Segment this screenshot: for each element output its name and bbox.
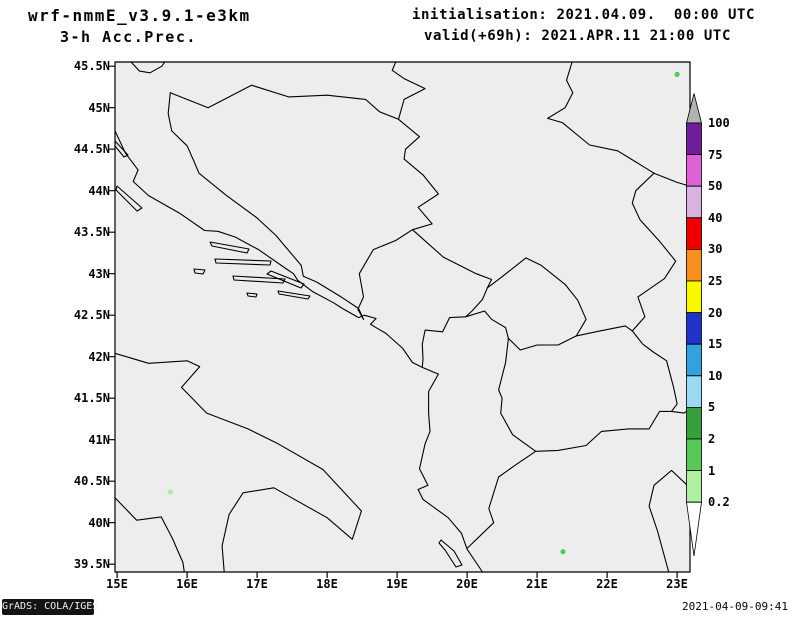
border-serbia-montenegro xyxy=(413,230,492,288)
map-frame xyxy=(115,62,690,572)
border-croatia-bosnia-west xyxy=(168,93,363,320)
model-title: wrf-nmmE_v3.9.1-e3km xyxy=(28,6,251,25)
island-mljet xyxy=(278,291,310,299)
colorbar-segment xyxy=(687,218,702,250)
lon-label: 23E xyxy=(666,577,688,591)
lat-label: 41.5N xyxy=(73,391,110,405)
lon-label: 20E xyxy=(456,577,478,591)
lat-label: 43N xyxy=(88,267,110,281)
coastline-aegean xyxy=(649,470,690,572)
colorbar-segment xyxy=(687,376,702,408)
coastline-italy-adriatic xyxy=(115,353,361,572)
colorbar-segment xyxy=(687,186,702,218)
colorbar-segment xyxy=(687,471,702,503)
border-albania-greece xyxy=(467,451,536,548)
border-macedonia-albania xyxy=(499,338,536,451)
colorbar-label: 50 xyxy=(708,179,723,193)
colorbar-label: 2 xyxy=(708,432,716,446)
island-corfu xyxy=(439,540,462,567)
lat-label: 42N xyxy=(88,350,110,364)
lat-label: 44.5N xyxy=(73,142,110,156)
colorbar-label: 75 xyxy=(708,148,723,162)
border-slovenia-croatia xyxy=(131,62,165,73)
colorbar-segment xyxy=(687,407,702,439)
product-title: 3-h Acc.Prec. xyxy=(60,28,197,46)
lat-label: 40N xyxy=(88,516,110,530)
island-dugi-otok xyxy=(116,186,142,211)
colorbar-label: 25 xyxy=(708,274,723,288)
coastline-east-adriatic xyxy=(115,131,483,572)
lat-label: 42.5N xyxy=(73,308,110,322)
init-time: initialisation: 2021.04.09. 00:00 UTC xyxy=(412,7,756,23)
colorbar xyxy=(686,93,703,559)
border-kosovo-macedonia xyxy=(508,336,576,350)
colorbar-label: 30 xyxy=(708,242,723,256)
border-montenegro-kosovo xyxy=(466,288,488,317)
island-lastovo xyxy=(247,293,257,297)
precip-spots-layer xyxy=(167,71,680,555)
lat-label: 39.5N xyxy=(73,557,110,571)
lat-label: 43.5N xyxy=(73,225,110,239)
border-kosovo-albania xyxy=(466,311,509,338)
colorbar-segment xyxy=(687,123,702,155)
colorbar-label: 0.2 xyxy=(708,495,730,509)
border-croatia-bosnia-sava xyxy=(170,85,398,119)
lat-label: 41N xyxy=(88,433,110,447)
colorbar-label: 10 xyxy=(708,369,723,383)
lat-label: 45N xyxy=(88,101,110,115)
border-bosnia-montenegro xyxy=(358,230,413,320)
border-kosovo-serbia xyxy=(487,258,586,336)
lon-label: 22E xyxy=(596,577,618,591)
island-korcula xyxy=(233,276,285,283)
border-croatia-serbia xyxy=(392,62,425,119)
peninsula-peljesac xyxy=(267,271,304,288)
border-serbia-macedonia xyxy=(576,326,632,336)
lon-label: 21E xyxy=(526,577,548,591)
border-serbia-romania xyxy=(548,62,654,173)
precip-spot xyxy=(167,489,173,495)
island-brac xyxy=(210,242,249,253)
colorbar-label: 1 xyxy=(708,464,716,478)
border-macedonia-bulgaria xyxy=(632,331,677,412)
lat-label: 40.5N xyxy=(73,474,110,488)
border-montenegro-albania xyxy=(422,317,465,368)
grads-credit-badge: GrADS: COLA/IGES xyxy=(2,599,98,615)
colorbar-segment xyxy=(687,439,702,471)
colorbar-segment xyxy=(687,344,702,376)
colorbar-segment xyxy=(687,249,702,281)
precip-spot xyxy=(674,71,680,77)
colorbar-label: 100 xyxy=(708,116,730,130)
colorbar-segment xyxy=(687,155,702,187)
colorbar-segment xyxy=(687,313,702,345)
colorbar-over-arrow xyxy=(687,94,702,124)
colorbar-under-arrow xyxy=(687,502,702,556)
lat-label: 44N xyxy=(88,184,110,198)
border-macedonia-greece xyxy=(536,411,672,451)
border-bosnia-serbia-drina xyxy=(399,119,439,229)
map-plot xyxy=(109,60,692,580)
island-hvar xyxy=(215,259,271,265)
colorbar-label: 40 xyxy=(708,211,723,225)
lat-tick-marks xyxy=(109,66,115,564)
lon-label: 18E xyxy=(316,577,338,591)
precip-spot xyxy=(560,549,566,555)
lon-tick-marks xyxy=(117,572,677,578)
lon-label: 16E xyxy=(176,577,198,591)
render-timestamp: 2021-04-09-09:41 xyxy=(682,600,788,613)
colorbar-label: 20 xyxy=(708,306,723,320)
island-vis xyxy=(194,269,205,274)
valid-time: valid(+69h): 2021.APR.11 21:00 UTC xyxy=(424,28,731,44)
lon-label: 19E xyxy=(386,577,408,591)
lon-label: 15E xyxy=(106,577,128,591)
lat-label: 45.5N xyxy=(73,59,110,73)
colorbar-segment xyxy=(687,281,702,313)
border-serbia-bulgaria xyxy=(632,173,675,331)
coastline-italy-tyrrhenian xyxy=(115,498,184,572)
island-pag xyxy=(115,141,128,157)
colorbar-label: 15 xyxy=(708,337,723,351)
lon-label: 17E xyxy=(246,577,268,591)
colorbar-label: 5 xyxy=(708,400,716,414)
